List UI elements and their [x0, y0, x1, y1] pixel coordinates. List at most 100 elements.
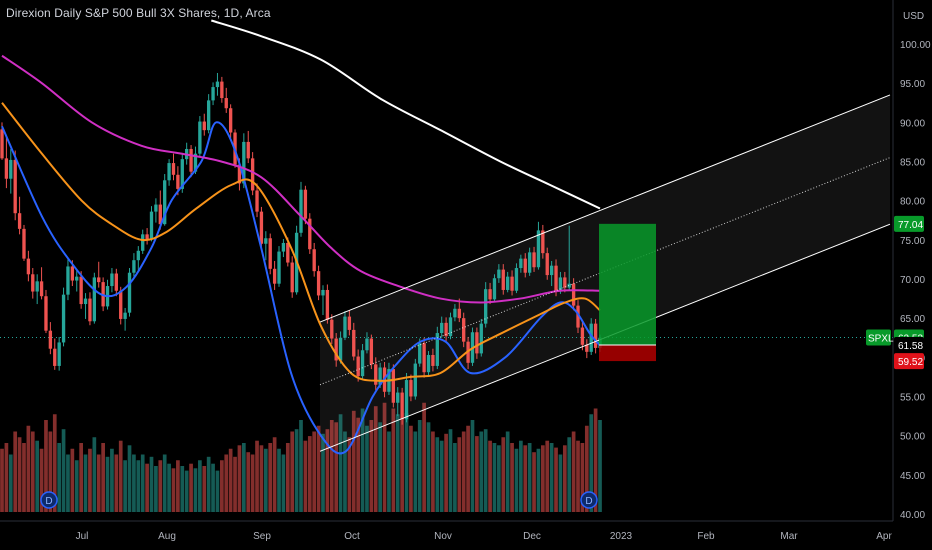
volume-bar — [189, 463, 193, 512]
volume-bar — [220, 460, 224, 512]
volume-bar — [57, 443, 62, 512]
volume-bar — [48, 431, 53, 512]
volume-bar — [176, 460, 180, 512]
candle-body — [413, 363, 417, 397]
candle-body — [462, 318, 466, 342]
volume-bar — [167, 463, 171, 512]
volume-bar — [457, 437, 462, 512]
volume-bar — [127, 445, 132, 512]
candle-body — [110, 273, 114, 287]
ma-orange-line — [1, 102, 601, 382]
time-tick-label: Oct — [344, 531, 360, 542]
volume-bar — [285, 443, 290, 512]
candle-body — [418, 343, 422, 364]
target-price-label-bg — [894, 215, 924, 232]
volume-bar — [17, 437, 22, 512]
volume-bar — [83, 454, 88, 512]
volume-bar — [576, 440, 580, 512]
channel-upper-line[interactable] — [319, 94, 891, 323]
candle-body — [154, 204, 158, 212]
candle-body — [88, 298, 92, 322]
candle-body — [31, 274, 35, 292]
entry-price-label: 61.58 — [898, 341, 923, 352]
volume-bar — [387, 431, 391, 512]
volume-bar — [492, 443, 497, 512]
volume-bar — [409, 425, 413, 512]
volume-bar — [4, 443, 9, 512]
time-tick-label: Mar — [780, 531, 798, 542]
volume-bar — [523, 445, 528, 512]
candle-body — [193, 153, 198, 172]
volume-bar — [246, 452, 251, 512]
loss-zone[interactable] — [599, 344, 656, 362]
volume-bar — [334, 422, 339, 512]
volume-bar — [206, 456, 211, 512]
volume-bar — [488, 440, 492, 512]
candle-body — [321, 289, 325, 296]
volume-bar — [8, 454, 13, 512]
candle-body — [510, 276, 514, 291]
event-marker-icon[interactable] — [580, 491, 598, 509]
volume-bar — [391, 408, 396, 512]
volume-bar — [30, 431, 35, 512]
profit-zone[interactable] — [599, 223, 656, 345]
volume-bar — [66, 454, 70, 512]
volume-bar — [228, 448, 233, 512]
candle-body — [571, 283, 576, 306]
time-tick-label: Feb — [697, 531, 715, 542]
volume-bar — [44, 420, 48, 512]
volume-bar — [211, 463, 215, 512]
volume-bar — [224, 454, 229, 512]
candle-body — [9, 159, 13, 179]
volume-bar — [255, 440, 259, 512]
candle-body — [97, 277, 101, 283]
candle-body — [224, 98, 228, 109]
volume-bar — [343, 431, 347, 512]
candle-body — [369, 338, 374, 365]
volume-bar — [470, 420, 475, 512]
price-tick-label: 55.00 — [900, 392, 925, 403]
time-tick-label: Sep — [253, 531, 271, 542]
time-axis[interactable] — [0, 521, 932, 550]
volume-bar — [593, 408, 598, 512]
currency-label: USD — [903, 11, 924, 22]
ma-white-line — [211, 19, 601, 210]
ma-magenta-line — [1, 54, 601, 304]
candle-body — [141, 234, 145, 251]
volume-bar — [497, 445, 501, 512]
candle-body — [277, 251, 281, 284]
volume-bar — [378, 422, 382, 512]
volume-bar — [369, 420, 374, 512]
volume-bar — [171, 468, 176, 512]
candle-body — [145, 234, 149, 240]
candle-body — [563, 277, 567, 288]
candle-body — [250, 158, 255, 191]
candle-body — [505, 276, 510, 290]
volume-bar — [540, 445, 545, 512]
volume-bar — [426, 422, 431, 512]
price-axis[interactable] — [893, 0, 932, 550]
volume-bar — [501, 437, 506, 512]
candle-body — [541, 230, 545, 254]
volume-bar — [422, 402, 426, 512]
candle-body — [527, 252, 532, 273]
volume-bar — [532, 452, 536, 512]
candle-body — [0, 129, 4, 159]
volume-bar — [527, 443, 532, 512]
volume-bar — [519, 440, 523, 512]
volume-bar — [545, 440, 550, 512]
price-tick-label: 40.00 — [900, 510, 925, 521]
time-tick-label: Aug — [158, 531, 176, 542]
candle-body — [549, 265, 554, 276]
candle-body — [514, 268, 519, 291]
candle-body — [237, 164, 242, 184]
candle-body — [114, 273, 118, 291]
candle-body — [396, 392, 400, 403]
volume-bar — [461, 431, 466, 512]
volume-bar — [536, 448, 541, 512]
volume-bar — [237, 445, 242, 512]
event-marker-icon[interactable] — [40, 491, 58, 509]
candle-body — [391, 369, 396, 403]
candle-body — [453, 308, 457, 318]
